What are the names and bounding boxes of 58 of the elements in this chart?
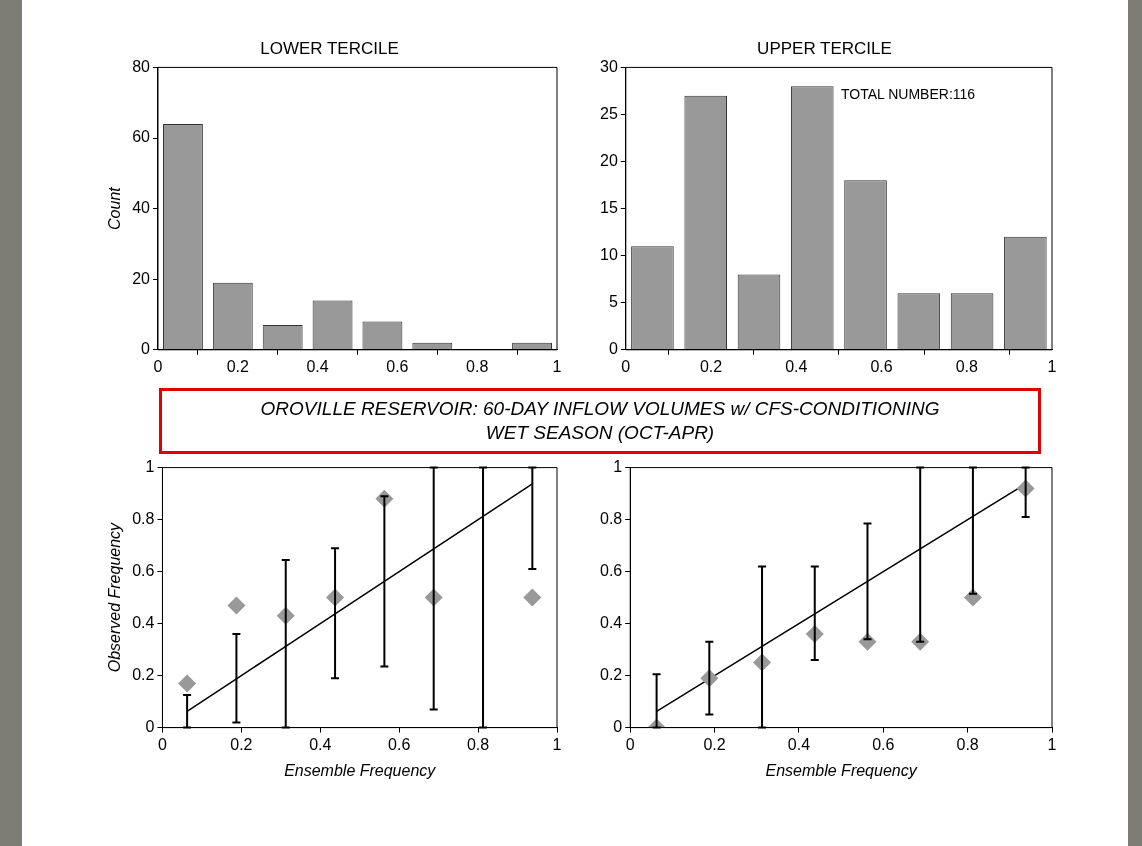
y-tick-label: 0.2: [599, 666, 623, 684]
y-tick-label: 1: [613, 458, 623, 476]
x-tick-label: 1: [552, 735, 562, 753]
y-tick-label: 10: [600, 246, 618, 264]
y-tick-label: 0.2: [132, 666, 155, 684]
x-tick-label: 0: [625, 735, 635, 753]
y-tick-label: 0: [613, 718, 623, 736]
x-tick-label: 0.2: [226, 357, 250, 375]
x-tick-label: 0.8: [466, 357, 489, 375]
x-tick-label: 0.2: [703, 735, 726, 753]
y-tick-label: 60: [132, 128, 151, 146]
chart-title: UPPER TERCILE: [757, 38, 892, 58]
y-tick-label: 0: [608, 340, 618, 358]
x-tick-label: 0.8: [955, 357, 978, 375]
x-tick-label: 0.6: [388, 735, 411, 753]
x-tick-label: 0.6: [870, 357, 893, 375]
text: OROVILLE RESERVOIR: 60-DAY INFLOW VOLUMES w/ CFS-CONDITIONING: [259, 397, 941, 421]
x-axis-title: Ensemble Frequency: [765, 761, 918, 779]
x-tick-label: 1: [1047, 735, 1057, 753]
x-tick-label: 0.6: [872, 735, 895, 753]
x-tick-label: 1: [552, 357, 562, 375]
y-tick-label: 40: [132, 199, 151, 217]
chart-title: LOWER TERCILE: [260, 38, 399, 58]
x-axis-title: Ensemble Frequency: [284, 761, 437, 779]
x-tick-label: 0.6: [386, 357, 409, 375]
x-tick-label: 0.2: [230, 735, 253, 753]
y-tick-label: 0: [145, 718, 155, 736]
x-tick-label: 0.8: [466, 735, 490, 753]
y-tick-label: 0.6: [132, 562, 155, 580]
y-tick-label: 0.4: [599, 614, 623, 632]
x-tick-label: 0.2: [699, 357, 723, 375]
y-tick-label: 25: [600, 104, 618, 122]
y-tick-label: 5: [608, 293, 618, 311]
text: WET SEASON (OCT-APR): [484, 421, 716, 445]
x-tick-label: 0.4: [309, 735, 332, 753]
x-tick-label: 0.4: [785, 357, 808, 375]
annotation: TOTAL NUMBER:116: [841, 86, 976, 103]
y-tick-label: 20: [600, 151, 618, 169]
x-tick-label: 0.4: [306, 357, 329, 375]
y-axis-title: Count: [106, 186, 124, 230]
y-tick-label: 15: [600, 199, 618, 217]
point: [178, 674, 197, 693]
point: [523, 588, 542, 607]
y-tick-label: 30: [600, 57, 618, 75]
y-tick-label: 0.8: [599, 510, 623, 528]
x-tick-label: 1: [1047, 357, 1057, 375]
x-tick-label: 0.8: [956, 735, 979, 753]
x-tick-label: 0: [157, 735, 167, 753]
y-axis-title: Observed Frequency: [106, 521, 124, 673]
y-tick-label: 0: [141, 340, 151, 358]
y-tick-label: 80: [132, 57, 151, 75]
y-tick-label: 1: [145, 458, 155, 476]
point: [227, 596, 246, 615]
y-tick-label: 0.4: [132, 614, 155, 632]
y-tick-label: 20: [132, 269, 151, 287]
y-tick-label: 0.8: [132, 510, 155, 528]
x-tick-label: 0.4: [787, 735, 811, 753]
y-tick-label: 0.6: [599, 562, 623, 580]
